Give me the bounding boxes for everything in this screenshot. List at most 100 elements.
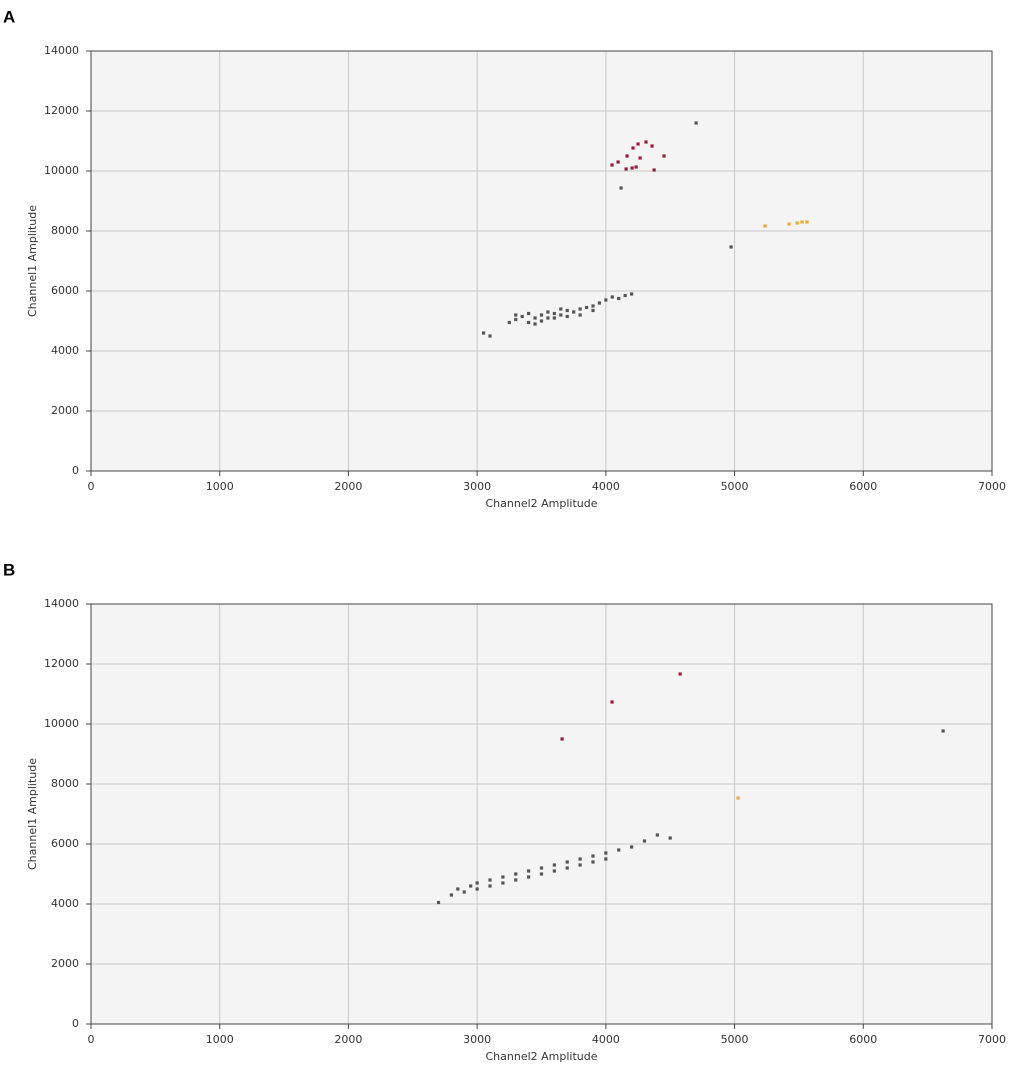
y-tick-label: 2000: [51, 404, 79, 417]
plot-area: [91, 604, 992, 1024]
data-point: [560, 737, 564, 741]
y-tick-label: 0: [72, 464, 79, 477]
y-tick-label: 10000: [44, 717, 79, 730]
data-point: [501, 881, 505, 885]
data-point: [507, 320, 511, 325]
data-point: [636, 142, 640, 146]
data-point: [623, 293, 627, 298]
data-point: [805, 220, 809, 224]
data-point: [449, 893, 453, 897]
y-tick-label: 12000: [44, 104, 79, 117]
data-point: [610, 163, 614, 167]
data-point: [527, 320, 531, 325]
x-tick-label: 0: [88, 1033, 95, 1046]
x-tick-label: 2000: [334, 480, 362, 493]
data-point: [559, 307, 563, 311]
data-point: [565, 308, 569, 313]
data-point: [694, 121, 698, 125]
data-point: [565, 314, 569, 319]
data-point: [642, 839, 647, 843]
data-point: [527, 311, 531, 316]
data-point: [488, 334, 492, 338]
plot-border: [90, 50, 993, 472]
y-tick-label: 4000: [51, 344, 79, 357]
data-point: [552, 316, 556, 320]
data-point: [514, 317, 518, 322]
data-point: [678, 672, 682, 676]
x-axis-label: Channel2 Amplitude: [485, 497, 597, 510]
data-point: [475, 887, 479, 891]
y-tick-label: 6000: [51, 837, 79, 850]
data-point: [539, 319, 544, 323]
y-tick-label: 2000: [51, 957, 79, 970]
data-point: [652, 168, 656, 172]
x-tick-label: 7000: [978, 480, 1006, 493]
x-tick-label: 4000: [592, 1033, 620, 1046]
plot-border: [90, 603, 993, 1025]
data-point: [469, 884, 473, 888]
data-point: [763, 224, 767, 228]
data-point: [787, 222, 791, 226]
data-point: [546, 316, 550, 320]
data-point: [578, 307, 582, 311]
data-point: [800, 220, 804, 224]
x-tick-label: 3000: [463, 480, 491, 493]
data-point: [668, 836, 672, 840]
data-point: [610, 295, 614, 299]
data-point: [584, 305, 589, 310]
x-axis-label: Channel2 Amplitude: [485, 1050, 597, 1063]
y-tick-label: 4000: [51, 897, 79, 910]
y-tick-label: 10000: [44, 164, 79, 177]
data-point: [578, 857, 582, 861]
data-point: [616, 160, 620, 164]
data-point: [488, 878, 492, 882]
y-tick-label: 0: [72, 1017, 79, 1030]
data-point: [578, 863, 582, 867]
data-point: [617, 848, 621, 852]
data-point: [638, 156, 642, 160]
panel-label: A: [3, 7, 15, 26]
y-tick-label: 8000: [51, 777, 79, 790]
data-point: [572, 310, 576, 314]
data-point: [436, 900, 441, 905]
data-point: [539, 872, 544, 876]
data-point: [501, 875, 505, 879]
panel-label: B: [3, 560, 15, 579]
data-point: [795, 221, 799, 225]
data-point: [736, 796, 740, 800]
data-point: [941, 729, 945, 733]
data-point: [539, 866, 544, 870]
data-point: [650, 144, 654, 148]
y-tick-label: 12000: [44, 657, 79, 670]
data-point: [475, 881, 479, 885]
x-tick-label: 5000: [721, 1033, 749, 1046]
data-point: [565, 866, 569, 870]
data-point: [591, 854, 595, 858]
data-point: [617, 296, 621, 301]
data-point: [591, 308, 595, 313]
data-point: [527, 875, 531, 879]
data-point: [729, 245, 733, 249]
data-point: [456, 887, 460, 891]
y-tick-label: 8000: [51, 224, 79, 237]
x-tick-label: 4000: [592, 480, 620, 493]
data-point: [559, 313, 563, 317]
data-point: [533, 316, 537, 320]
data-point: [552, 311, 556, 316]
data-point: [625, 154, 629, 158]
data-point: [604, 851, 608, 855]
data-point: [578, 313, 582, 317]
data-point: [604, 857, 608, 861]
x-tick-label: 6000: [849, 480, 877, 493]
x-tick-label: 3000: [463, 1033, 491, 1046]
data-point: [481, 331, 486, 335]
data-point: [527, 869, 531, 873]
data-point: [591, 860, 595, 864]
data-point: [630, 166, 634, 170]
data-point: [514, 872, 518, 876]
x-tick-label: 5000: [721, 480, 749, 493]
data-point: [565, 860, 569, 864]
data-point: [631, 146, 635, 150]
